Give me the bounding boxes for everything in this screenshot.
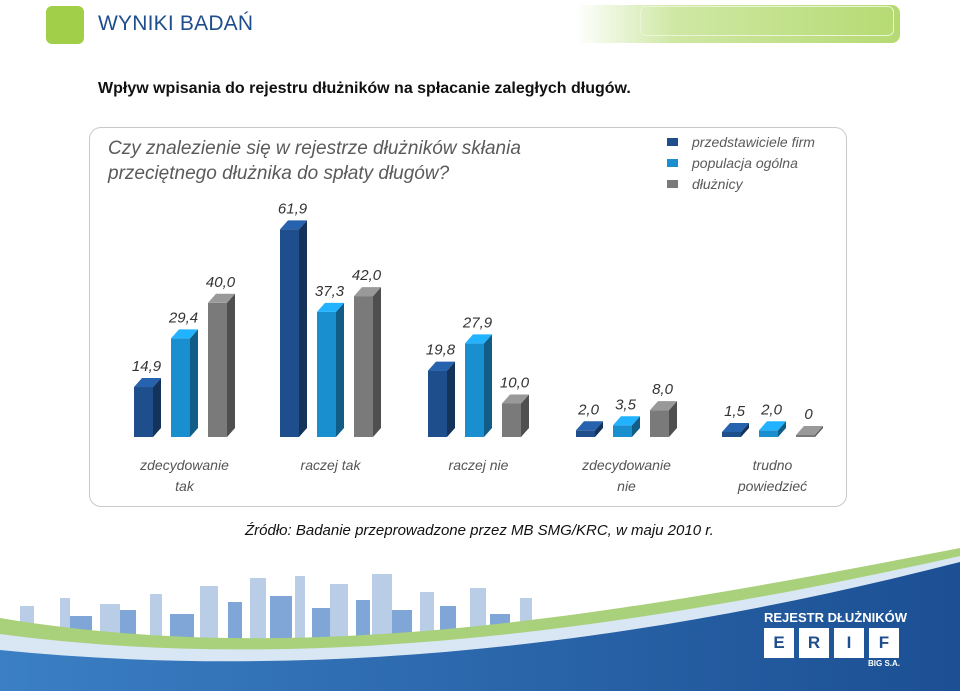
chart-title-line-1: Czy znalezienie się w rejestrze dłużnikó… (108, 138, 521, 159)
data-label-3-2: 8,0 (652, 381, 674, 398)
logo-letter-e: E (764, 628, 794, 658)
bar-3-0 (576, 421, 603, 437)
category-label-4-1: powiedzieć (737, 478, 807, 494)
data-label-1-1: 37,3 (315, 283, 345, 300)
logo-company: BIG S.A. (868, 659, 901, 668)
category-label-3-0: zdecydowanie (581, 457, 671, 473)
skyline-back (20, 574, 532, 646)
data-label-2-0: 19,8 (426, 342, 456, 359)
legend-label-1: populacja ogólna (691, 155, 798, 171)
category-label-2-0: raczej nie (449, 457, 509, 473)
data-label-4-2: 0 (804, 406, 813, 423)
bar-2-2 (502, 394, 529, 437)
slide-subtitle: Wpływ wpisania do rejestru dłużników na … (98, 80, 631, 97)
bar-1-2 (354, 287, 381, 437)
category-label-0-1: tak (175, 478, 195, 494)
category-label-1-0: raczej tak (301, 457, 362, 473)
header-accent-square (46, 6, 84, 44)
logo-letters: E R I F (764, 628, 899, 658)
chart-title-line-2: przeciętnego dłużnika do spłaty długów? (107, 163, 450, 184)
category-label-3-1: nie (617, 478, 636, 494)
data-label-0-1: 29,4 (168, 309, 198, 326)
footer-city-banner (0, 548, 960, 691)
header-decor-bar-inner (640, 6, 894, 36)
data-label-2-2: 10,0 (500, 374, 530, 391)
header-decor-bar (575, 5, 900, 43)
legend-swatch-2 (667, 180, 678, 188)
data-label-0-0: 14,9 (132, 358, 162, 375)
legend-swatch-0 (667, 138, 678, 146)
bar-0-0 (134, 378, 161, 437)
bar-2-0 (428, 361, 455, 437)
data-label-4-1: 2,0 (760, 401, 783, 418)
data-label-0-2: 40,0 (206, 274, 236, 291)
bar-0-1 (171, 329, 198, 437)
logo-letter-f: F (869, 628, 899, 658)
bar-1-0 (280, 220, 307, 437)
data-label-2-1: 27,9 (462, 314, 493, 331)
bar-3-2 (650, 401, 677, 437)
category-label-0-0: zdecydowanie (139, 457, 229, 473)
legend-label-2: dłużnicy (692, 176, 744, 192)
source-note: Źródło: Badanie przeprowadzone przez MB … (245, 522, 714, 539)
logo-letter-i: I (834, 628, 864, 658)
bar-1-1 (317, 302, 344, 437)
bar-3-1 (613, 416, 640, 437)
category-label-4-0: trudno (753, 457, 793, 473)
bar-4-2 (796, 426, 823, 437)
bar-0-2 (208, 293, 235, 437)
bar-4-1 (759, 421, 786, 437)
logo-title: REJESTR DŁUŻNIKÓW (764, 610, 907, 625)
legend-swatch-1 (667, 159, 678, 167)
page-title: WYNIKI BADAŃ (98, 12, 254, 35)
data-label-3-0: 2,0 (577, 401, 600, 418)
bar-4-0 (722, 422, 749, 437)
bar-2-1 (465, 334, 492, 437)
chart-legend: przedstawiciele firm populacja ogólna dłuż… (667, 134, 815, 192)
data-label-1-2: 42,0 (352, 267, 382, 284)
logo-letter-r: R (799, 628, 829, 658)
legend-label-0: przedstawiciele firm (691, 134, 815, 150)
bar-chart: Czy znalezienie się w rejestrze dłużnikó… (107, 134, 823, 494)
data-label-4-0: 1,5 (724, 403, 746, 420)
footer-blue-wave (0, 562, 960, 691)
bars-group: 14,9 29,4 40,0 zdecydowanie tak 61,9 37,3 42,0 r… (132, 200, 823, 494)
data-label-1-0: 61,9 (278, 200, 308, 217)
data-label-3-1: 3,5 (615, 396, 637, 413)
